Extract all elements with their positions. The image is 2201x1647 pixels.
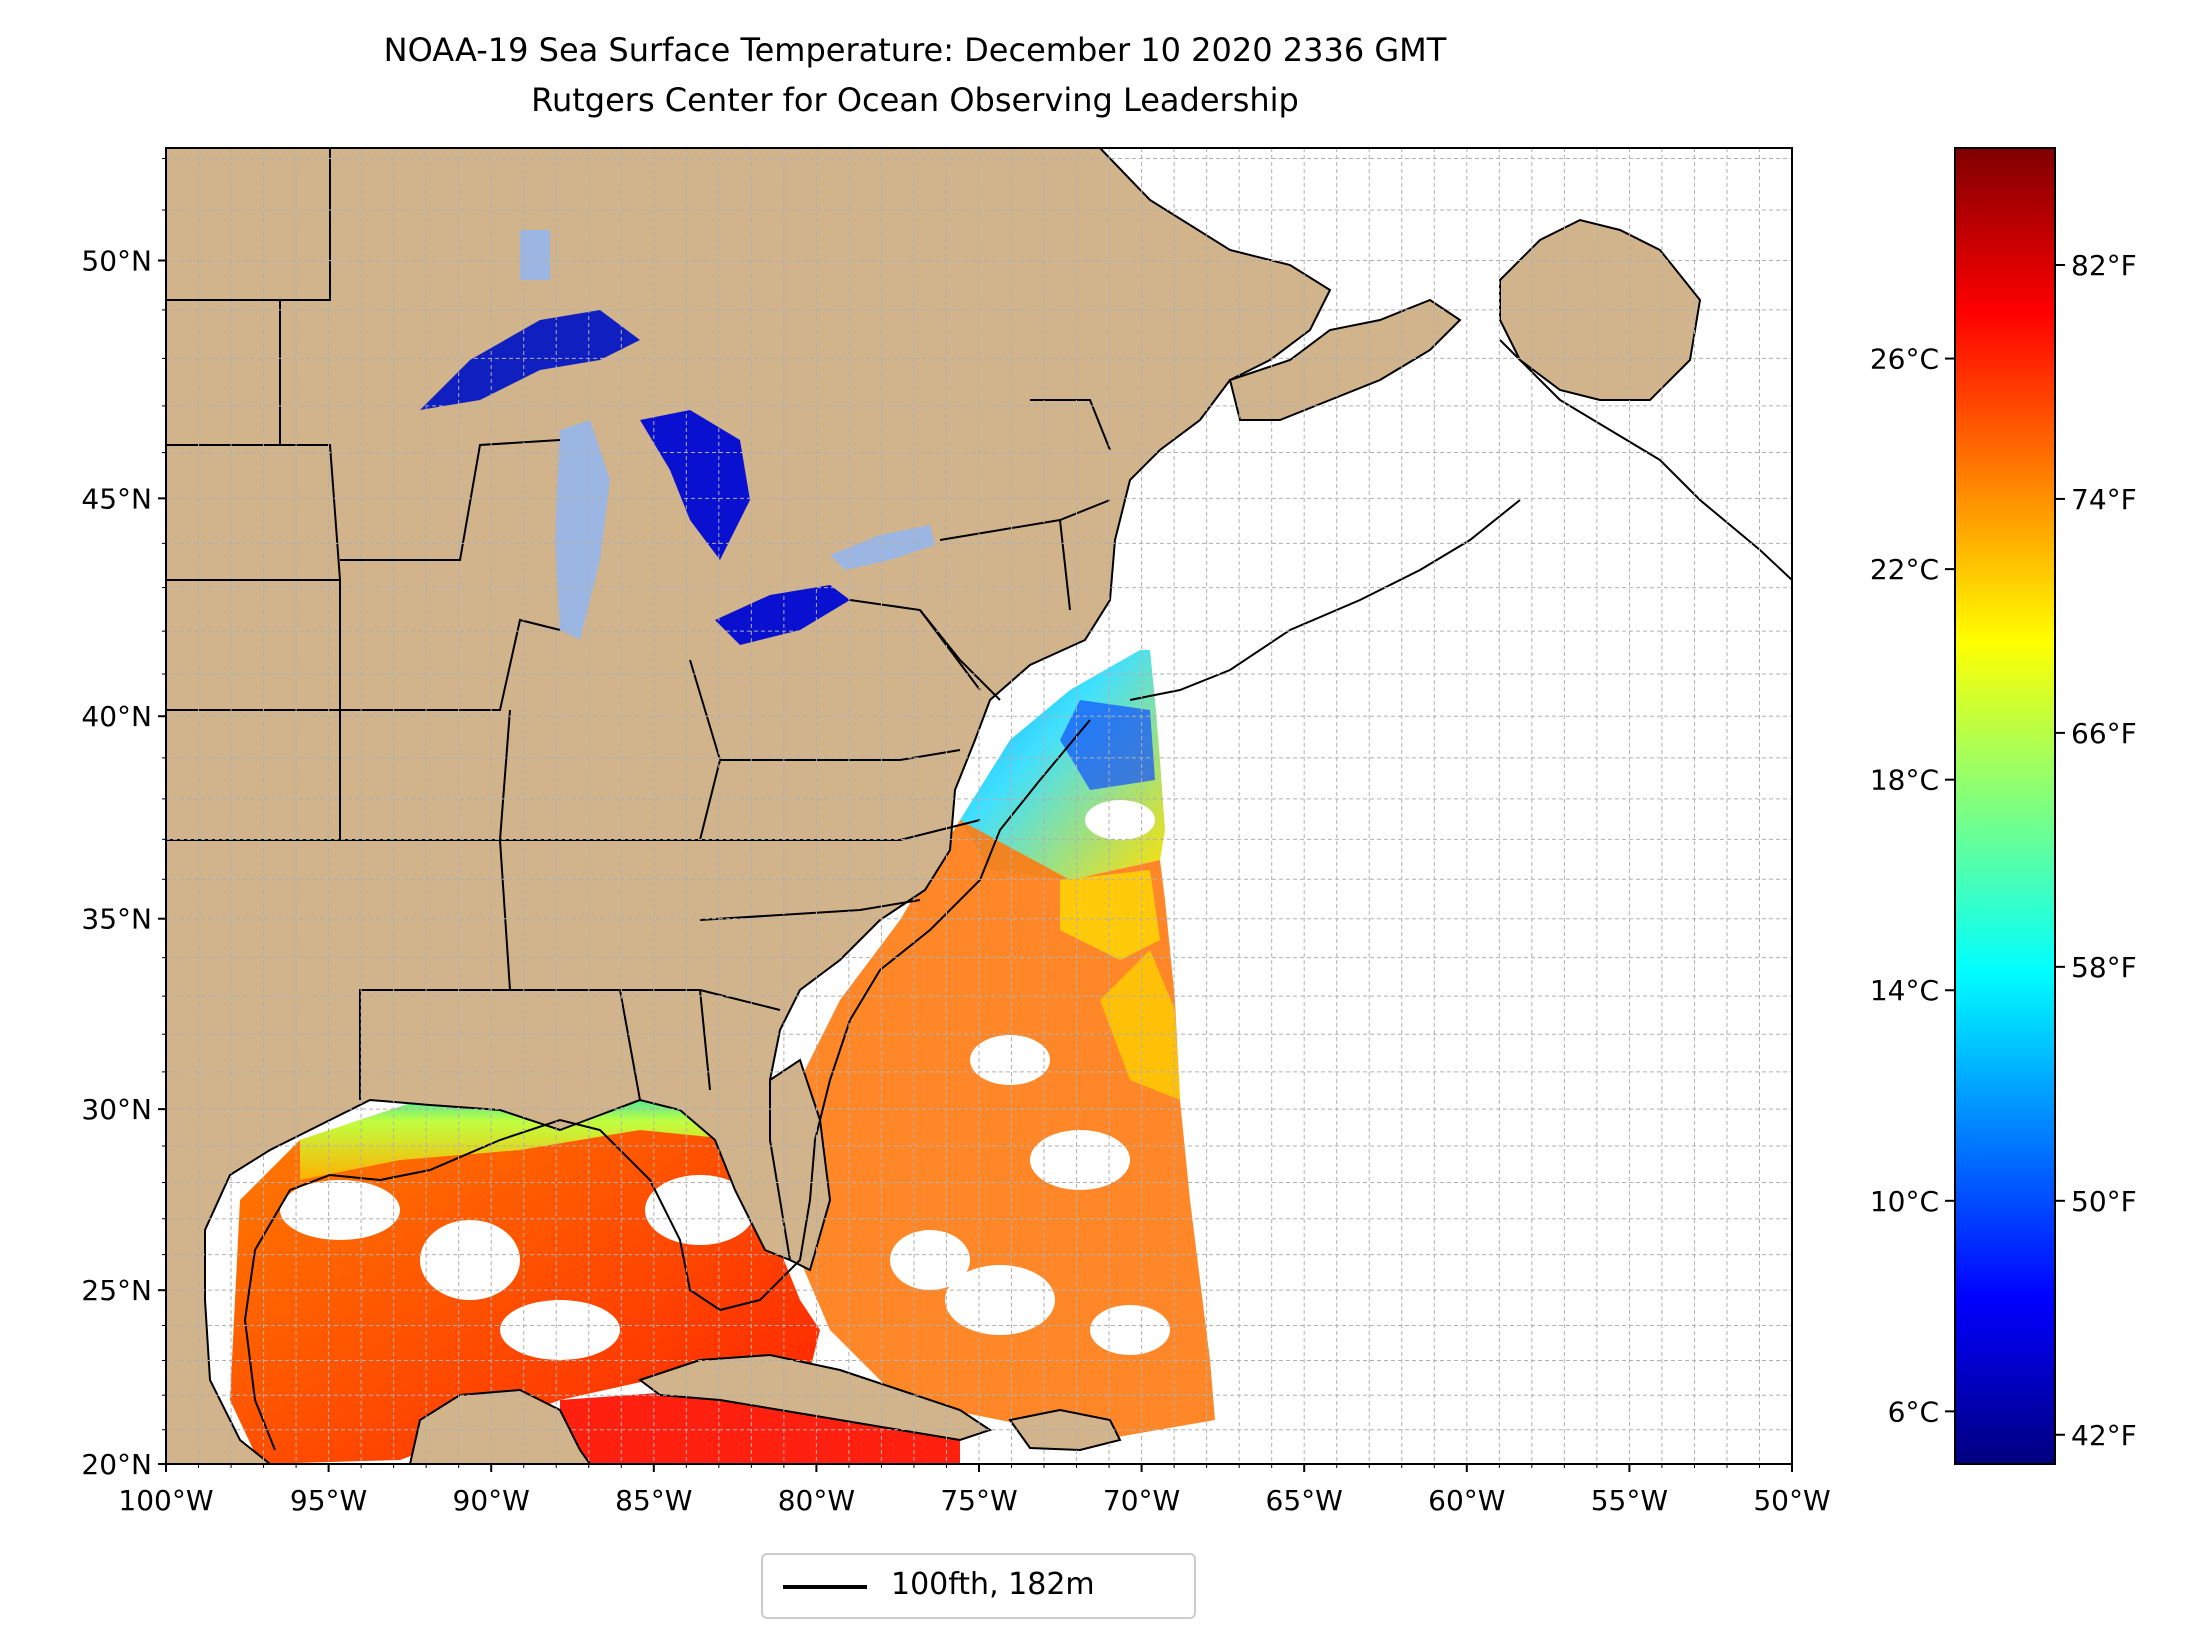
colorbar-f-label: 58°F	[2071, 951, 2137, 984]
lat-tick-label: 25°N	[81, 1274, 152, 1307]
lat-tick-label: 50°N	[81, 244, 152, 277]
lon-tick-label: 95°W	[290, 1484, 367, 1517]
lon-tick-label: 75°W	[940, 1484, 1017, 1517]
isobath-100fth	[243, 339, 1792, 1451]
lake-winnipeg	[520, 230, 550, 280]
lon-tick-label: 65°W	[1266, 1484, 1343, 1517]
colorbar-c-label: 10°C	[1870, 1185, 1939, 1218]
lat-axis: 50°N 45°N 40°N 35°N 30°N 25°N 20°N	[81, 157, 166, 1481]
colorbar-fahrenheit-axis: 42°F 50°F 58°F 66°F 74°F 82°F	[2055, 249, 2137, 1452]
lat-tick-label: 40°N	[81, 700, 152, 733]
lake-ontario	[830, 525, 935, 570]
lon-tick-label: 80°W	[778, 1484, 855, 1517]
lon-axis: 100°W 95°W 90°W 85°W 80°W 75°W 70°W 65°W 60°W 55°…	[118, 1464, 1831, 1517]
lat-tick-label: 30°N	[81, 1093, 152, 1126]
colorbar-c-label: 22°C	[1870, 553, 1939, 586]
lon-tick-label: 85°W	[615, 1484, 692, 1517]
land	[166, 148, 1702, 1464]
colorbar-f-label: 82°F	[2071, 249, 2137, 282]
cloud-gaps	[280, 800, 1170, 1360]
colorbar-c-label: 18°C	[1870, 764, 1939, 797]
graticule	[166, 148, 1792, 1464]
lon-tick-label: 90°W	[453, 1484, 530, 1517]
sst-yellow-patch	[1060, 870, 1160, 960]
lat-tick-label: 35°N	[81, 903, 152, 936]
legend-isobath-line	[783, 1585, 867, 1589]
state-borders	[166, 148, 1111, 1101]
lake-michigan	[555, 420, 610, 640]
map-subtitle: Rutgers Center for Ocean Observing Leade…	[531, 81, 1299, 119]
sst-gulf-coast	[300, 1090, 740, 1180]
colorbar	[1954, 147, 2056, 1465]
colorbar-celsius-axis: 6°C 10°C 14°C 18°C 22°C 26°C	[1870, 343, 1955, 1428]
lon-tick-label: 60°W	[1428, 1484, 1505, 1517]
colorbar-f-label: 50°F	[2071, 1185, 2137, 1218]
map-legend: 100fth, 182m	[761, 1553, 1196, 1619]
colorbar-f-label: 42°F	[2071, 1419, 2137, 1452]
lon-tick-label: 100°W	[118, 1484, 213, 1517]
lon-tick-label: 55°W	[1591, 1484, 1668, 1517]
sst-cold-patch	[1060, 700, 1155, 790]
great-lakes	[420, 230, 935, 645]
lat-tick-label: 45°N	[81, 482, 152, 515]
lon-tick-label: 70°W	[1103, 1484, 1180, 1517]
lat-tick-label: 20°N	[81, 1448, 152, 1481]
colorbar-c-label: 14°C	[1870, 974, 1939, 1007]
colorbar-f-label: 66°F	[2071, 717, 2137, 750]
lon-tick-label: 50°W	[1753, 1484, 1830, 1517]
map-title: NOAA-19 Sea Surface Temperature: Decembe…	[383, 31, 1447, 69]
colorbar-c-label: 26°C	[1870, 343, 1939, 376]
lake-superior	[420, 310, 640, 410]
colorbar-c-label: 6°C	[1888, 1395, 1939, 1428]
legend-isobath-label: 100fth, 182m	[891, 1567, 1095, 1602]
sst-warm-patch	[1100, 950, 1180, 1100]
lake-huron	[640, 410, 750, 560]
colorbar-f-label: 74°F	[2071, 483, 2137, 516]
